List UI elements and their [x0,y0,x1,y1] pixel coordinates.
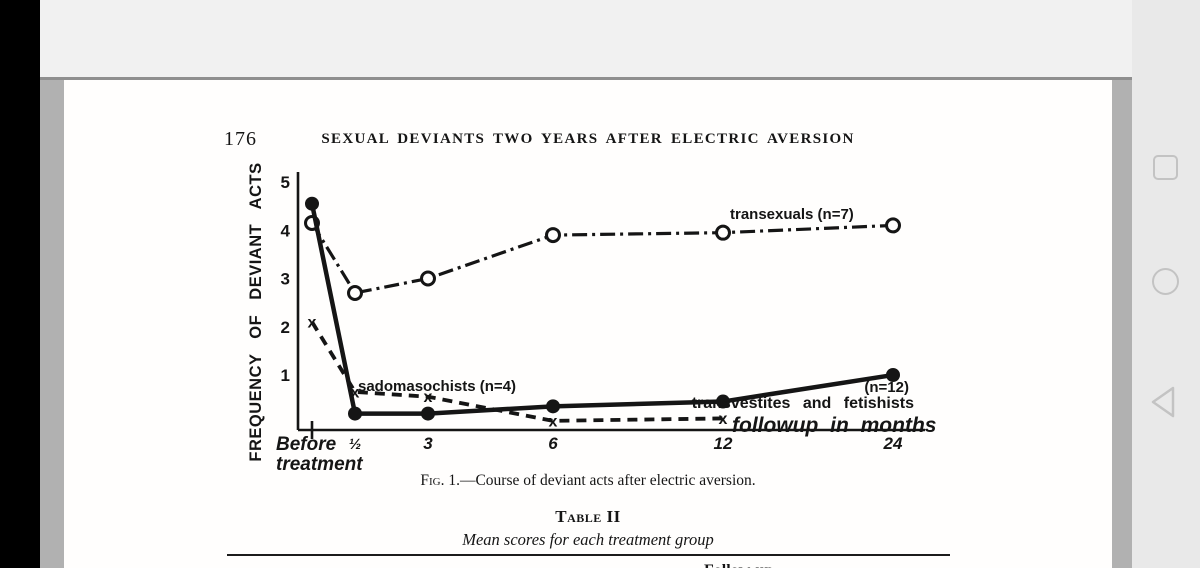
home-button[interactable] [1132,254,1200,310]
svg-text:x: x [719,411,728,428]
document-page: 176 SEXUAL DEVIANTS TWO YEARS AFTER ELEC… [64,80,1112,568]
topbar-divider [40,77,1132,80]
svg-text:x: x [549,413,558,430]
svg-text:24: 24 [883,434,903,453]
android-nav-rail [1132,0,1200,568]
running-head: SEXUAL DEVIANTS TWO YEARS AFTER ELECTRIC… [321,131,855,147]
home-circle-icon [1152,268,1179,295]
svg-text:sadomasochists (n=4): sadomasochists (n=4) [358,378,516,395]
viewer-scroll-strip-left[interactable] [40,80,64,568]
svg-text:transvestites and fetishists: transvestites and fetishists [692,395,914,412]
svg-text:x: x [308,314,317,331]
table-subtitle: Mean scores for each treatment group [462,530,714,549]
svg-text:x: x [351,384,360,401]
svg-text:Before: Before [276,434,337,455]
svg-text:transexuals (n=7): transexuals (n=7) [730,206,854,223]
svg-text:4: 4 [281,221,291,240]
svg-text:FREQUENCY OF DEVIANT ACTS: FREQUENCY OF DEVIANT ACTS [247,162,265,461]
figure-caption: Fig. 1.—Course of deviant acts after ele… [64,472,1112,490]
browser-topbar [40,0,1132,77]
svg-text:followup in months: followup in months [732,414,936,437]
svg-text:3: 3 [423,434,433,453]
svg-text:5: 5 [281,173,290,192]
svg-text:½: ½ [349,436,362,453]
recents-square-icon [1153,155,1178,180]
figure-caption-text: —Course of deviant acts after electric a… [459,472,756,489]
svg-text:3: 3 [281,270,290,289]
table-title: Table II [555,507,621,526]
svg-text:(n=12): (n=12) [864,379,909,396]
table-rule [227,554,950,556]
page-number: 176 [224,128,257,150]
letterbox-left [0,0,40,568]
back-nav-button[interactable] [1132,374,1200,430]
svg-text:2: 2 [281,318,290,337]
svg-text:6: 6 [548,434,558,453]
svg-text:x: x [424,389,433,406]
svg-text:treatment: treatment [276,454,363,475]
figure-caption-label: Fig. 1. [420,472,460,489]
svg-text:1: 1 [281,366,290,385]
svg-text:12: 12 [714,434,733,453]
table-partial-header: Follow-up [704,562,773,568]
recents-button[interactable] [1132,140,1200,196]
viewer-scroll-strip-right[interactable] [1112,80,1132,568]
back-triangle-icon [1151,386,1175,418]
